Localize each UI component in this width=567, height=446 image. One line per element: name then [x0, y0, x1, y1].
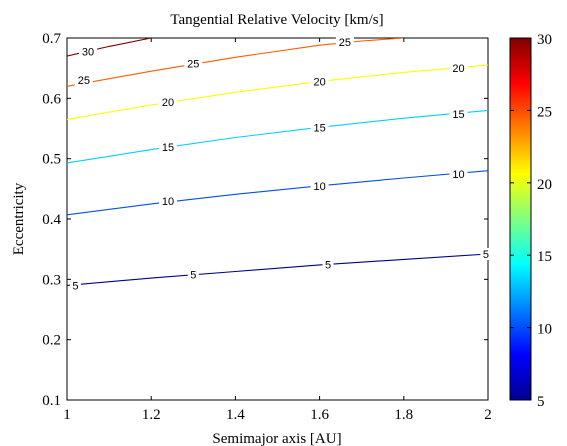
contour-label-bg — [69, 279, 81, 292]
colorbar-tick-label: 15 — [537, 249, 552, 265]
contour-label-15: 15 — [162, 142, 174, 154]
contour-label-5: 5 — [190, 270, 196, 282]
contour-line-5 — [67, 253, 488, 286]
colorbar-ticks: 5 10 15 20 25 30 — [510, 32, 552, 410]
contour-label-10: 10 — [452, 169, 464, 181]
contour-label-20: 20 — [452, 63, 464, 75]
contour-label-25: 25 — [339, 37, 351, 49]
contour-label-bg — [79, 45, 98, 58]
contour-label-bg — [322, 258, 334, 271]
colorbar-tick-label: 25 — [537, 104, 552, 120]
x-tick-label: 1 — [63, 407, 71, 423]
x-axis-ticks: 1 1.2 1.4 1.6 1.8 2 — [63, 38, 492, 423]
y-tick-label: 0.7 — [42, 31, 61, 47]
y-tick-label: 0.2 — [42, 333, 61, 349]
y-axis-ticks: 0.1 0.2 0.3 0.4 0.5 0.6 0.7 — [42, 31, 488, 409]
colorbar — [509, 37, 532, 401]
colorbar-tick-label: 5 — [537, 394, 545, 410]
contour-label-bg — [480, 247, 492, 260]
contour-label-5: 5 — [72, 280, 78, 292]
contour-label-5: 5 — [483, 249, 489, 261]
contour-label-20: 20 — [162, 97, 174, 109]
x-tick-label: 1.8 — [394, 407, 413, 423]
contour-line-15 — [67, 109, 488, 164]
contour-label-bg — [449, 108, 468, 121]
y-tick-label: 0.1 — [42, 393, 61, 409]
contour-label-bg — [159, 194, 178, 207]
colorbar-tick-label: 20 — [537, 177, 552, 193]
x-tick-label: 1.6 — [310, 407, 329, 423]
contour-labels: 5 5 5 5 10 10 10 15 15 15 20 20 20 25 25 25 30 — [69, 36, 492, 292]
contour-label-bg — [310, 75, 329, 88]
contour-label-5: 5 — [325, 259, 331, 271]
contour-label-30: 30 — [82, 46, 94, 58]
y-tick-label: 0.3 — [42, 272, 61, 288]
colorbar-tick-label: 10 — [537, 322, 552, 338]
contour-line-25 — [67, 38, 404, 87]
contour-label-15: 15 — [313, 122, 325, 134]
chart-title: Tangential Relative Velocity [km/s] — [170, 12, 383, 28]
contour-label-bg — [74, 74, 93, 87]
x-tick-label: 1.2 — [142, 407, 161, 423]
contour-label-bg — [187, 268, 199, 281]
contour-label-bg — [159, 141, 178, 154]
contour-label-bg — [184, 57, 203, 70]
contour-line-10 — [67, 170, 488, 216]
y-tick-label: 0.6 — [42, 91, 61, 107]
contour-label-25: 25 — [78, 75, 90, 87]
contour-label-20: 20 — [313, 76, 325, 88]
contour-label-10: 10 — [162, 196, 174, 208]
contour-label-bg — [335, 36, 354, 49]
x-axis-label: Semimajor axis [AU] — [212, 431, 341, 446]
y-tick-label: 0.5 — [42, 152, 61, 168]
y-tick-label: 0.4 — [42, 212, 61, 228]
x-tick-label: 2 — [484, 407, 492, 423]
contour-line-20 — [67, 64, 488, 120]
contour-label-bg — [310, 121, 329, 134]
x-tick-label: 1.4 — [226, 407, 245, 423]
contour-label-25: 25 — [187, 58, 199, 70]
contour-label-15: 15 — [452, 109, 464, 121]
contour-label-bg — [159, 95, 178, 108]
y-axis-label: Eccentricity — [11, 182, 27, 255]
plot-area — [66, 37, 489, 401]
contour-label-bg — [449, 62, 468, 75]
contour-label-bg — [310, 179, 329, 192]
contour-label-bg — [449, 167, 468, 180]
colorbar-tick-label: 30 — [537, 32, 552, 48]
contour-label-10: 10 — [313, 181, 325, 193]
